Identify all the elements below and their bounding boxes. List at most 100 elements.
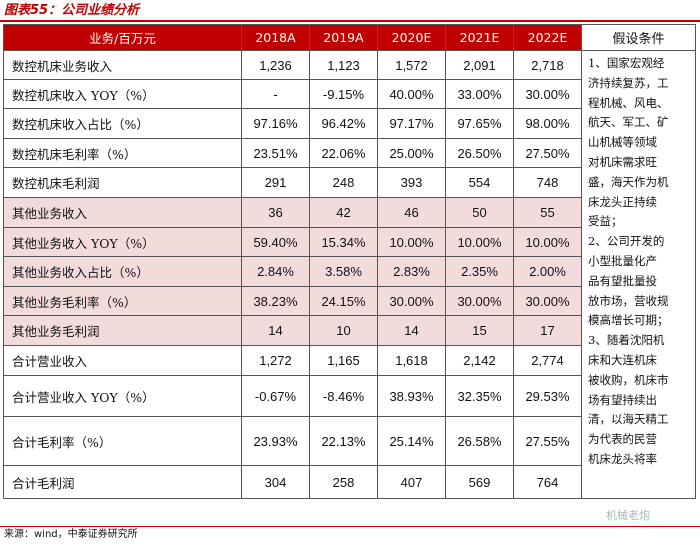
- value-cell: 304: [241, 465, 310, 499]
- condition-line: 床龙头正持续: [588, 194, 657, 209]
- table-row: 合计营业收入 YOY（%） -0.67% -8.46% 38.93% 32.35% 29.…: [3, 375, 696, 417]
- value-cell: -8.46%: [309, 375, 378, 417]
- row-label: 数控机床毛利率（%）: [3, 138, 242, 168]
- header-year: 2019A: [309, 24, 378, 51]
- value-cell: 15: [445, 315, 514, 346]
- table-row: 数控机床业务收入 1,236 1,123 1,572 2,091 2,718 1、国家宏观经…: [3, 50, 696, 499]
- value-cell: 2.84%: [241, 256, 310, 287]
- row-label: 其他业务收入: [3, 197, 242, 228]
- value-cell: 248: [309, 167, 378, 198]
- condition-line: 程机械、风电、: [588, 95, 669, 110]
- value-cell: -0.67%: [241, 375, 310, 417]
- value-cell: 26.58%: [445, 416, 514, 466]
- row-label: 数控机床毛利润: [3, 167, 242, 198]
- value-cell: 2,142: [445, 345, 514, 376]
- table-row: 数控机床收入占比（%） 97.16% 96.42% 97.17% 97.65% 98.00…: [3, 108, 696, 139]
- condition-line: 被收购，机床市: [588, 372, 669, 387]
- condition-line: 3、随着沈阳机: [588, 333, 665, 348]
- value-cell: 30.00%: [513, 79, 582, 109]
- value-cell: 32.35%: [445, 375, 514, 417]
- value-cell: 30.00%: [445, 286, 514, 316]
- condition-line: 山机械等领域: [588, 135, 657, 150]
- conditions-cell: 1、国家宏观经 济持续复苏，工 程机械、风电、 航天、军工、矿 山机械等领域 对机床需求旺…: [581, 50, 696, 499]
- condition-line: 盛，海天作为机: [588, 174, 669, 189]
- value-cell: 1,236: [241, 50, 310, 80]
- table-row: 数控机床收入 YOY（%） - -9.15% 40.00% 33.00% 30.00%: [3, 79, 696, 109]
- value-cell: 33.00%: [445, 79, 514, 109]
- value-cell: 1,165: [309, 345, 378, 376]
- row-label: 合计营业收入: [3, 345, 242, 376]
- row-label: 其他业务收入 YOY（%）: [3, 227, 242, 257]
- row-label: 其他业务毛利润: [3, 315, 242, 346]
- header-year: 2022E: [513, 24, 582, 51]
- value-cell: 97.16%: [241, 108, 310, 139]
- header-year: 2021E: [445, 24, 514, 51]
- condition-line: 小型批量化产: [588, 253, 657, 268]
- table-row: 其他业务收入 YOY（%） 59.40% 15.34% 10.00% 10.00% 10.…: [3, 227, 696, 257]
- row-label: 合计毛利率（%）: [3, 416, 242, 466]
- figure-title: 图表55：公司业绩分析: [4, 3, 140, 18]
- row-label: 合计营业收入 YOY（%）: [3, 375, 242, 417]
- value-cell: 22.06%: [309, 138, 378, 168]
- value-cell: 3.58%: [309, 256, 378, 287]
- header-year: 2018A: [241, 24, 310, 51]
- value-cell: 38.93%: [377, 375, 446, 417]
- value-cell: 46: [377, 197, 446, 228]
- table-row: 合计毛利润 304 258 407 569 764: [3, 465, 696, 499]
- value-cell: 15.34%: [309, 227, 378, 257]
- condition-line: 受益；: [588, 214, 623, 229]
- value-cell: 24.15%: [309, 286, 378, 316]
- condition-line: 品有望批量投: [588, 273, 657, 288]
- value-cell: 1,618: [377, 345, 446, 376]
- value-cell: 14: [377, 315, 446, 346]
- row-label: 合计毛利润: [3, 465, 242, 499]
- row-label: 其他业务毛利率（%）: [3, 286, 242, 316]
- value-cell: 30.00%: [513, 286, 582, 316]
- value-cell: 97.17%: [377, 108, 446, 139]
- value-cell: 59.40%: [241, 227, 310, 257]
- row-label: 数控机床收入占比（%）: [3, 108, 242, 139]
- condition-line: 模高增长可期；: [588, 313, 669, 328]
- condition-line: 航天、军工、矿: [588, 115, 669, 130]
- table-row: 其他业务毛利润 14 10 14 15 17: [3, 315, 696, 346]
- value-cell: 10: [309, 315, 378, 346]
- header-business: 业务/百万元: [3, 24, 242, 51]
- condition-line: 为代表的民营: [588, 432, 657, 447]
- value-cell: 258: [309, 465, 378, 499]
- header-conditions: 假设条件: [581, 24, 696, 51]
- bottom-divider: [0, 526, 700, 527]
- value-cell: 40.00%: [377, 79, 446, 109]
- value-cell: 407: [377, 465, 446, 499]
- value-cell: 2,718: [513, 50, 582, 80]
- value-cell: 2,774: [513, 345, 582, 376]
- value-cell: -: [241, 79, 310, 109]
- value-cell: 26.50%: [445, 138, 514, 168]
- condition-line: 放市场，营收规: [588, 293, 669, 308]
- value-cell: 2.35%: [445, 256, 514, 287]
- value-cell: 97.65%: [445, 108, 514, 139]
- value-cell: 50: [445, 197, 514, 228]
- condition-line: 2、公司开发的: [588, 234, 665, 249]
- table-row: 其他业务毛利率（%） 38.23% 24.15% 30.00% 30.00% 30.00%: [3, 286, 696, 316]
- table-header-row: 业务/百万元 2018A 2019A 2020E 2021E 2022E 假设条…: [3, 24, 696, 51]
- value-cell: 17: [513, 315, 582, 346]
- source-note: 来源：wind，中泰证券研究所: [4, 529, 138, 540]
- value-cell: 29.53%: [513, 375, 582, 417]
- table-row: 合计营业收入 1,272 1,165 1,618 2,142 2,774: [3, 345, 696, 376]
- value-cell: 36: [241, 197, 310, 228]
- value-cell: 55: [513, 197, 582, 228]
- table-row: 其他业务收入占比（%） 2.84% 3.58% 2.83% 2.35% 2.00%: [3, 256, 696, 287]
- value-cell: 569: [445, 465, 514, 499]
- value-cell: 27.55%: [513, 416, 582, 466]
- value-cell: 10.00%: [377, 227, 446, 257]
- value-cell: -9.15%: [309, 79, 378, 109]
- row-label: 其他业务收入占比（%）: [3, 256, 242, 287]
- value-cell: 42: [309, 197, 378, 228]
- value-cell: 10.00%: [445, 227, 514, 257]
- condition-line: 对机床需求旺: [588, 154, 657, 169]
- value-cell: 23.93%: [241, 416, 310, 466]
- value-cell: 1,272: [241, 345, 310, 376]
- value-cell: 98.00%: [513, 108, 582, 139]
- value-cell: 27.50%: [513, 138, 582, 168]
- value-cell: 1,123: [309, 50, 378, 80]
